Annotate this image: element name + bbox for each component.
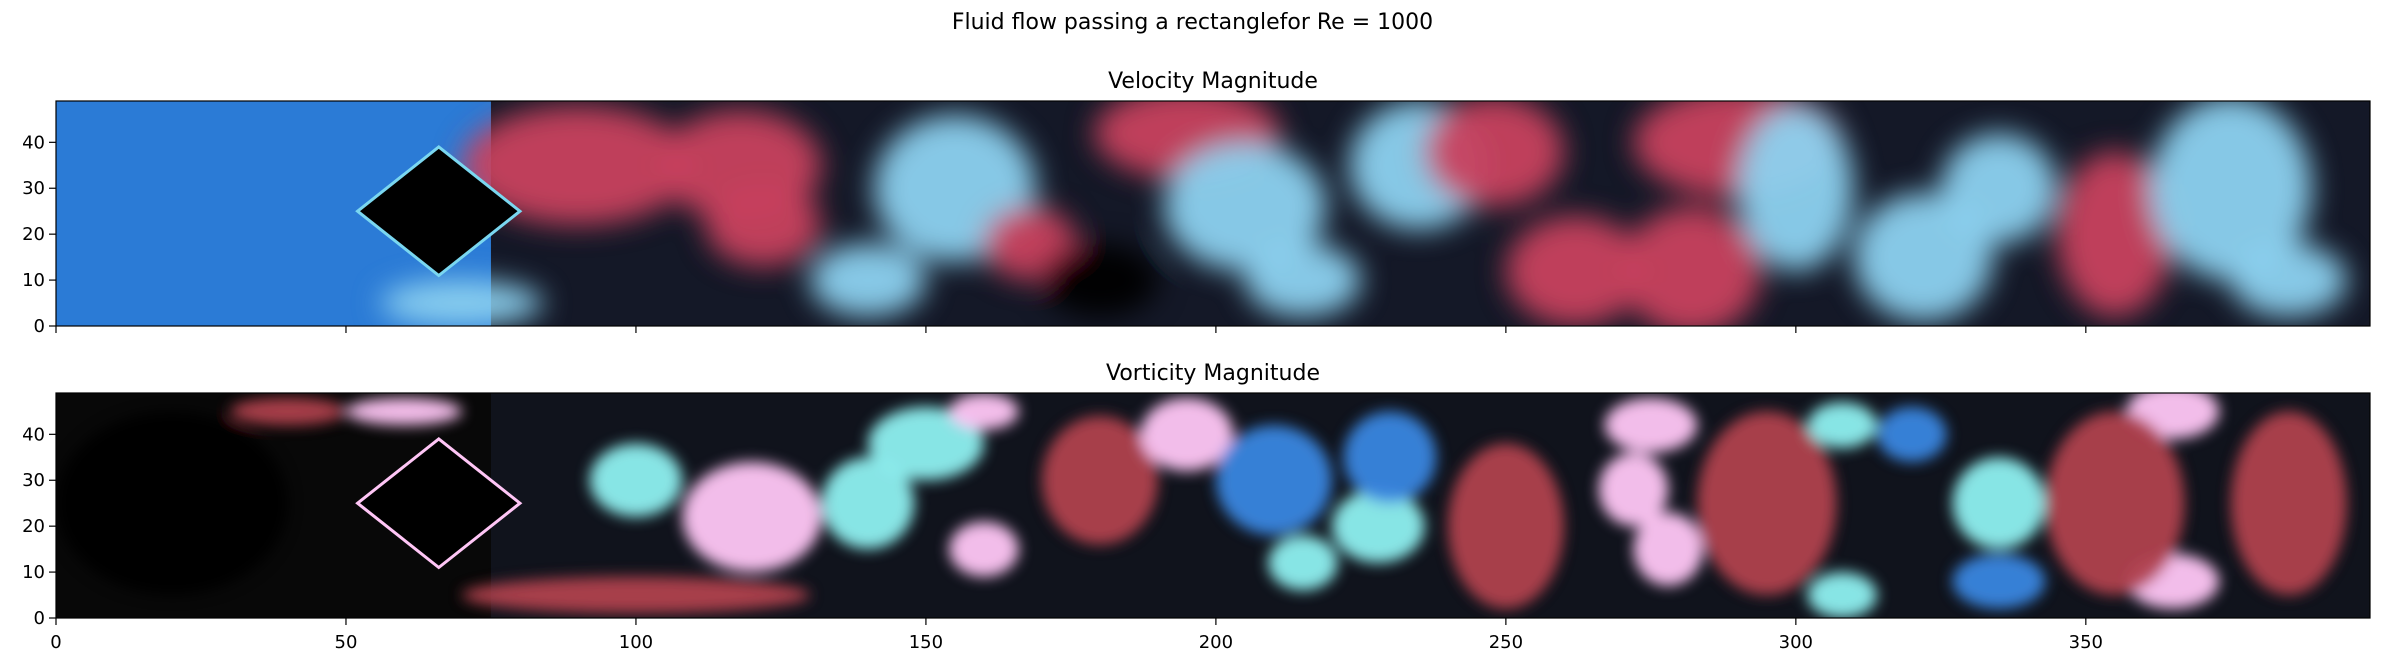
- y-tick-label: 20: [22, 516, 45, 537]
- obstacle: [355, 437, 523, 570]
- x-tick-label: 100: [619, 632, 653, 653]
- y-tick-label: 0: [34, 608, 45, 629]
- y-tick-label: 0: [34, 316, 45, 337]
- y-tick-label: 40: [22, 424, 45, 445]
- vorticity-panel: Vorticity Magnitude 0 10 20 30 40 0 50 100 150 200…: [22, 361, 2371, 653]
- y-tick-label: 10: [22, 562, 45, 583]
- y-tick-label: 40: [22, 132, 45, 153]
- y-tick-label: 30: [22, 470, 45, 491]
- axes-title: Vorticity Magnitude: [1106, 361, 1320, 386]
- figure-suptitle: Fluid flow passing a rectanglefor Re = 1…: [951, 10, 1434, 35]
- axes-frame: [55, 100, 2371, 327]
- axes-title: Velocity Magnitude: [1108, 69, 1318, 94]
- velocity-field: [56, 101, 2370, 326]
- x-tick-label: 150: [909, 632, 943, 653]
- x-tick-label: 350: [2069, 632, 2103, 653]
- x-tick-label: 0: [50, 632, 61, 653]
- y-tick-label: 20: [22, 224, 45, 245]
- x-tick-label: 50: [335, 632, 358, 653]
- axes-frame: [55, 392, 2371, 619]
- y-tick-label: 30: [22, 178, 45, 199]
- x-tick-label: 300: [1779, 632, 1813, 653]
- vorticity-field: [56, 393, 2370, 618]
- velocity-panel: Velocity Magnitude 0 10 20 30 40: [22, 69, 2371, 337]
- x-tick-label: 250: [1489, 632, 1523, 653]
- obstacle: [355, 145, 523, 278]
- x-tick-label: 200: [1199, 632, 1233, 653]
- y-tick-label: 10: [22, 270, 45, 291]
